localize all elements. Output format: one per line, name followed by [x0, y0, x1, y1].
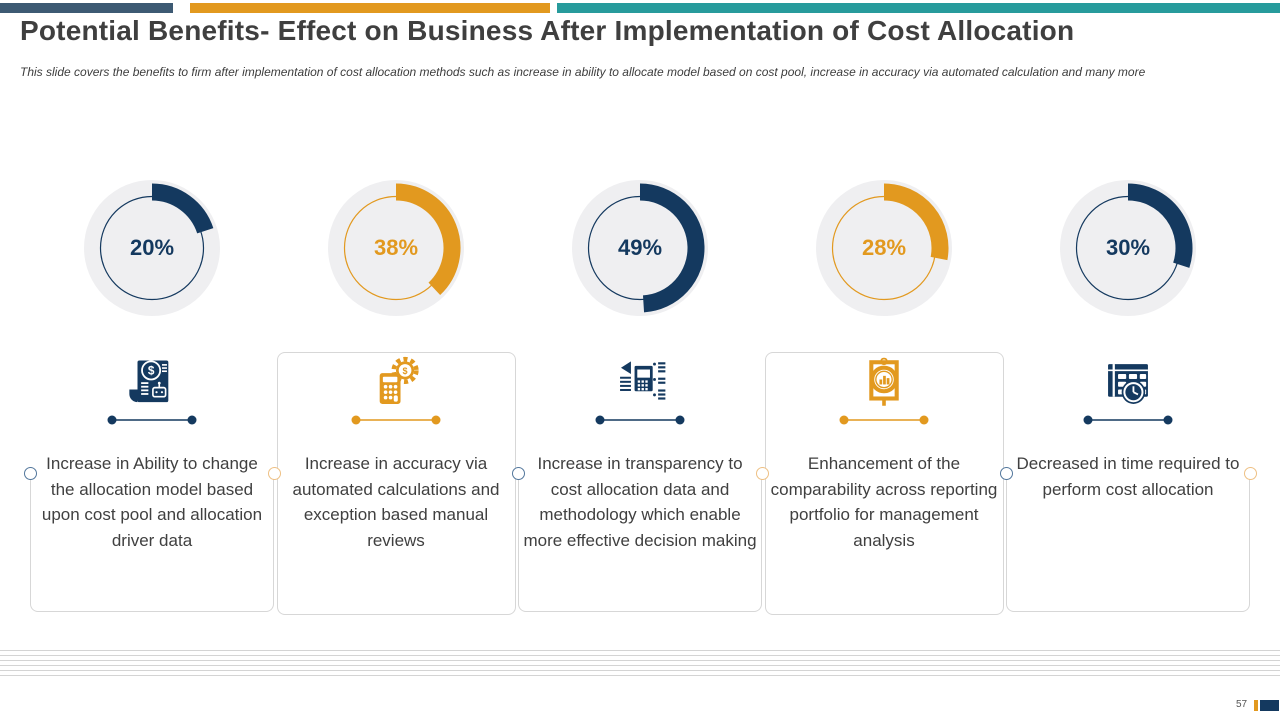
- dot-line-divider: [839, 415, 929, 425]
- page-title: Potential Benefits- Effect on Business A…: [20, 15, 1075, 46]
- topbar-segment-orange: [190, 3, 550, 13]
- icon-glyph: [1108, 364, 1148, 404]
- topbar-segment-teal: [557, 3, 1280, 13]
- ruled-line: [0, 660, 1280, 661]
- benefit-card: 49% Increase in transparency to cost all…: [518, 0, 762, 660]
- donut-percent-label: 38%: [374, 235, 418, 260]
- connector-dot: [755, 466, 769, 480]
- benefit-card: 30% Decreased in time required to perfor…: [1006, 0, 1250, 660]
- connector-dot: [511, 466, 525, 480]
- icon-glyph: [380, 359, 417, 404]
- connector-dot: [1243, 466, 1257, 480]
- scroll-dollar-robot-icon: [123, 355, 181, 413]
- footer-flag-navy: [1260, 700, 1279, 711]
- icon-glyph: [620, 361, 665, 399]
- icon-glyph: [871, 359, 896, 406]
- benefit-card: 20% Increase in Ability to change the al…: [30, 0, 274, 660]
- benefit-card: 28% Enhancement of the comparability acr…: [762, 0, 1006, 660]
- donut-chart: 20%: [82, 178, 222, 318]
- ruled-line: [0, 655, 1280, 656]
- benefit-description: Increase in Ability to change the alloca…: [41, 454, 263, 550]
- data-transparency-icon: [611, 355, 669, 413]
- ruled-line: [0, 665, 1280, 666]
- dot-line-divider: [351, 415, 441, 425]
- connector-dot: [23, 466, 37, 480]
- dot-line-divider: [595, 415, 685, 425]
- calculator-gear-dollar-icon: [367, 355, 425, 413]
- donut-chart: 49%: [570, 178, 710, 318]
- topbar-segment-slate: [0, 3, 173, 13]
- dot-line-divider: [107, 415, 197, 425]
- ruled-line: [0, 650, 1280, 651]
- benefit-description: Enhancement of the comparability across …: [770, 454, 998, 550]
- footer-flag-orange: [1254, 700, 1258, 711]
- magnifier-report-icon: [855, 355, 913, 413]
- calendar-clock-icon: [1099, 355, 1157, 413]
- connector-dot: [999, 466, 1013, 480]
- donut-chart: 28%: [814, 178, 954, 318]
- benefit-description: Increase in accuracy via automated calcu…: [292, 454, 500, 550]
- donut-percent-label: 20%: [130, 235, 174, 260]
- benefit-description: Increase in transparency to cost allocat…: [523, 454, 757, 550]
- connector-dot: [267, 466, 281, 480]
- dot-line-divider: [1083, 415, 1173, 425]
- card-border: [1006, 473, 1250, 612]
- page-number: 57: [1236, 699, 1248, 710]
- donut-percent-label: 30%: [1106, 235, 1150, 260]
- benefit-description: Decreased in time required to perform co…: [1016, 454, 1240, 499]
- ruled-line: [0, 670, 1280, 671]
- donut-chart: 38%: [326, 178, 466, 318]
- card-border: [765, 352, 1004, 615]
- ruled-line: [0, 675, 1280, 676]
- card-border: [30, 473, 274, 612]
- benefit-card: 38% Increase in accuracy via automated c…: [274, 0, 518, 660]
- donut-percent-label: 28%: [862, 235, 906, 260]
- slide-subtitle: This slide covers the benefits to firm a…: [20, 65, 1146, 79]
- donut-chart: 30%: [1058, 178, 1198, 318]
- icon-glyph: [129, 360, 168, 402]
- card-border: [277, 352, 516, 615]
- donut-percent-label: 49%: [618, 235, 662, 260]
- card-border: [518, 473, 762, 612]
